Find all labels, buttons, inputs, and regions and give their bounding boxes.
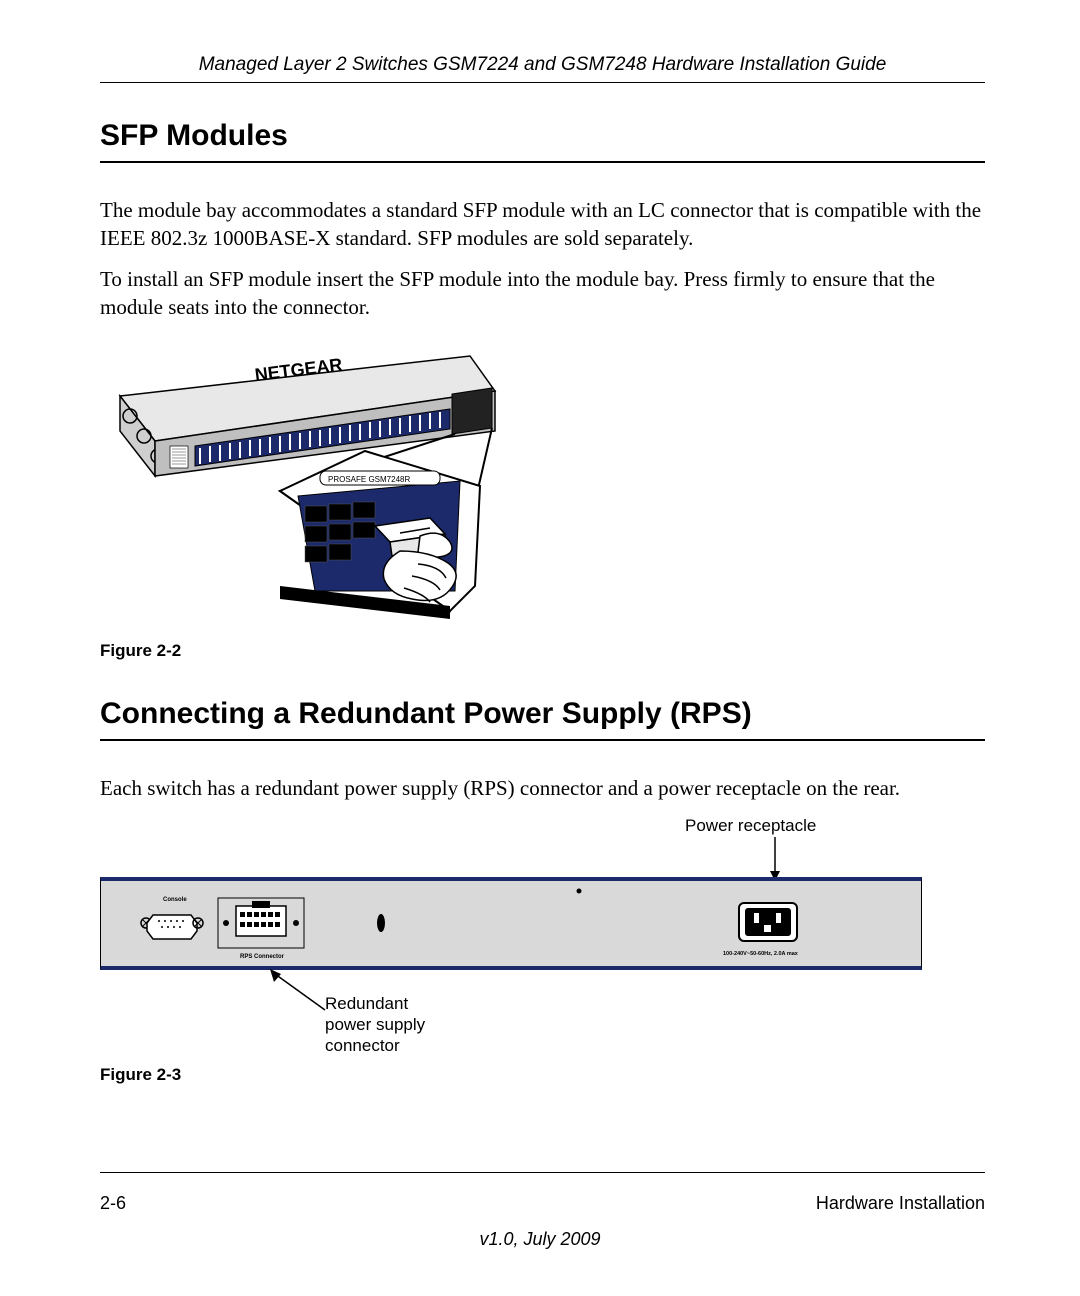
label-power-spec: 100-240V~50-60Hz, 2.0A max (723, 951, 799, 957)
page: Managed Layer 2 Switches GSM7224 and GSM… (0, 0, 1080, 1296)
annotation-power-receptacle: Power receptacle (685, 815, 816, 836)
body-paragraph: The module bay accommodates a standard S… (100, 197, 985, 252)
figure-2-3-illustration: Power receptacle Console (100, 821, 980, 1061)
page-number: 2-6 (100, 1193, 126, 1214)
footer-rule (100, 1172, 985, 1173)
section-title-rps: Connecting a Redundant Power Supply (RPS… (100, 697, 985, 731)
label-console: Console (163, 897, 187, 903)
figure-2-2-caption: Figure 2-2 (100, 641, 985, 661)
header-rule (100, 82, 985, 83)
annotation-rps-connector: Redundant power supply connector (325, 993, 425, 1057)
switch-rear-panel: Console (100, 877, 922, 970)
body-paragraph: To install an SFP module insert the SFP … (100, 266, 985, 321)
figure-2-2-illustration: NETGEAR (100, 336, 500, 631)
section-title-sfp-modules: SFP Modules (100, 119, 985, 153)
page-footer: 2-6 Hardware Installation (100, 1193, 985, 1214)
body-paragraph: Each switch has a redundant power supply… (100, 775, 985, 803)
running-head: Managed Layer 2 Switches GSM7224 and GSM… (100, 54, 985, 76)
callout-label: PROSAFE GSM7248R (328, 475, 410, 484)
chapter-name: Hardware Installation (816, 1193, 985, 1214)
version-line: v1.0, July 2009 (0, 1229, 1080, 1250)
figure-2-3-caption: Figure 2-3 (100, 1065, 985, 1085)
section-rule (100, 161, 985, 163)
section-rule (100, 739, 985, 741)
label-rps: RPS Connector (240, 954, 285, 960)
